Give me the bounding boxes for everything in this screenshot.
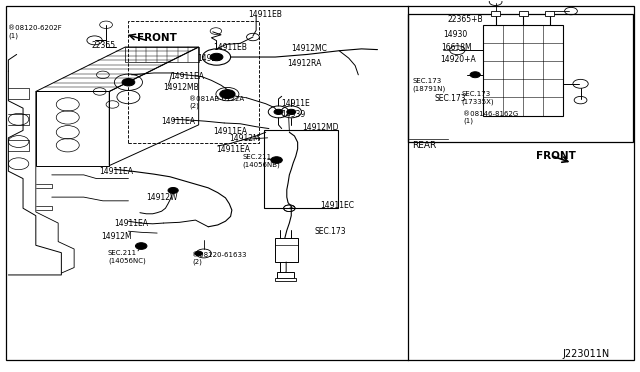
Circle shape bbox=[271, 157, 282, 163]
Circle shape bbox=[220, 90, 235, 99]
Text: ®08146-8162G
(1): ®08146-8162G (1) bbox=[463, 111, 518, 124]
Bar bbox=[408, 14, 633, 141]
Text: FRONT: FRONT bbox=[536, 151, 576, 161]
Text: 14912MC: 14912MC bbox=[291, 44, 327, 53]
Bar bbox=[264, 131, 338, 208]
Bar bbox=[518, 11, 527, 16]
Text: 14911EB: 14911EB bbox=[248, 10, 282, 19]
Circle shape bbox=[210, 53, 223, 61]
Text: 14911EA: 14911EA bbox=[100, 167, 134, 176]
Text: SEC.211
(14056NB): SEC.211 (14056NB) bbox=[242, 154, 280, 167]
Circle shape bbox=[195, 251, 202, 256]
Text: REAR: REAR bbox=[413, 141, 437, 151]
Text: 14912M: 14912M bbox=[229, 134, 260, 143]
Text: 14911EA: 14911EA bbox=[216, 145, 250, 154]
Text: 14930: 14930 bbox=[444, 29, 467, 39]
Text: 14911EA: 14911EA bbox=[170, 72, 204, 81]
Text: 14911EA: 14911EA bbox=[115, 219, 148, 228]
Text: SEC.173
(18791N): SEC.173 (18791N) bbox=[413, 78, 446, 92]
Text: 14912MD: 14912MD bbox=[302, 123, 339, 132]
Text: 14911EA: 14911EA bbox=[162, 117, 196, 126]
Text: ®081AB-6122A
(2): ®081AB-6122A (2) bbox=[189, 96, 244, 109]
Text: ®08120-61633
(2): ®08120-61633 (2) bbox=[192, 251, 247, 265]
Text: 14911EA: 14911EA bbox=[213, 126, 247, 136]
Text: SEC.173
(17335X): SEC.173 (17335X) bbox=[462, 91, 494, 105]
Text: 14912M: 14912M bbox=[102, 231, 132, 241]
Text: 16618M: 16618M bbox=[442, 42, 472, 51]
Text: SEC.173: SEC.173 bbox=[435, 94, 467, 103]
Text: 14912MB: 14912MB bbox=[164, 83, 199, 92]
Bar bbox=[275, 238, 298, 262]
Circle shape bbox=[136, 243, 147, 249]
Text: FRONT: FRONT bbox=[137, 33, 177, 44]
Circle shape bbox=[168, 187, 178, 193]
Text: 14911E: 14911E bbox=[282, 99, 310, 108]
Circle shape bbox=[470, 72, 480, 78]
Bar bbox=[129, 21, 259, 143]
Bar bbox=[275, 278, 296, 281]
Text: 14911EB: 14911EB bbox=[212, 42, 246, 51]
Bar bbox=[483, 25, 563, 116]
Circle shape bbox=[287, 109, 296, 115]
Text: J223011N: J223011N bbox=[563, 349, 610, 359]
Text: 14912RA: 14912RA bbox=[287, 59, 321, 68]
Text: 14911EC: 14911EC bbox=[320, 201, 354, 210]
Text: 22365+B: 22365+B bbox=[448, 16, 483, 25]
Text: 22365: 22365 bbox=[92, 41, 115, 51]
Circle shape bbox=[274, 109, 283, 115]
Circle shape bbox=[122, 78, 135, 86]
Text: 14920+A: 14920+A bbox=[440, 55, 476, 64]
Text: ®08120-6202F
(1): ®08120-6202F (1) bbox=[8, 25, 62, 39]
Text: 14920: 14920 bbox=[197, 54, 221, 62]
Text: 14939: 14939 bbox=[282, 110, 306, 119]
Text: SEC.173: SEC.173 bbox=[315, 227, 346, 236]
Bar bbox=[491, 11, 500, 16]
Bar bbox=[276, 272, 294, 278]
Text: 14912W: 14912W bbox=[147, 193, 178, 202]
Text: SEC.211
(14056NC): SEC.211 (14056NC) bbox=[108, 250, 146, 264]
Bar bbox=[545, 11, 554, 16]
